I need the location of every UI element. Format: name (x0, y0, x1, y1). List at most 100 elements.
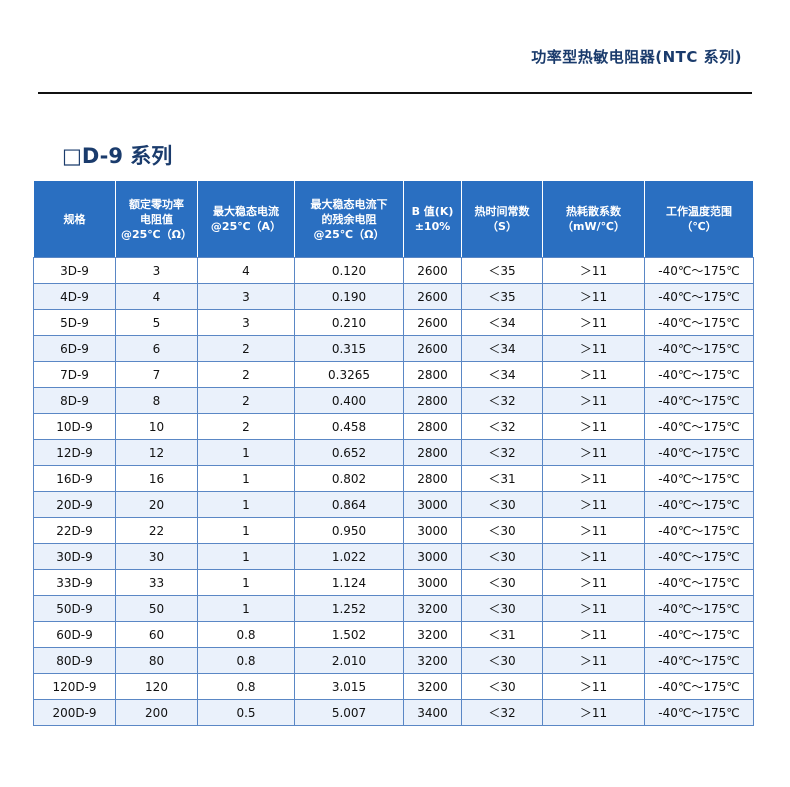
cell-max-current: 1 (197, 517, 295, 544)
cell-rated-resistance: 6 (115, 335, 198, 362)
cell-dissipation-factor: ＞11 (542, 621, 645, 648)
cell-b-value: 2800 (403, 387, 462, 414)
cell-max-current: 1 (197, 543, 295, 570)
cell-dissipation-factor: ＞11 (542, 517, 645, 544)
cell-thermal-time-constant: ＜32 (461, 413, 543, 440)
cell-thermal-time-constant: ＜30 (461, 517, 543, 544)
cell-max-current: 1 (197, 569, 295, 596)
table-row: 8D-9 8 2 0.400 2800 ＜32 ＞11 -40℃～175℃ (33, 387, 754, 414)
section-title: □D-9 系列 (62, 144, 173, 168)
cell-residual-resistance: 2.010 (294, 647, 404, 674)
table-row: 30D-9 30 1 1.022 3000 ＜30 ＞11 -40℃～175℃ (33, 543, 754, 570)
cell-dissipation-factor: ＞11 (542, 335, 645, 362)
cell-residual-resistance: 0.400 (294, 387, 404, 414)
cell-spec: 4D-9 (33, 283, 116, 310)
col-header-operating-temp: 工作温度范围 （℃） (644, 180, 754, 258)
cell-thermal-time-constant: ＜32 (461, 699, 543, 726)
cell-operating-temp: -40℃～175℃ (644, 699, 754, 726)
cell-b-value: 2800 (403, 465, 462, 492)
cell-dissipation-factor: ＞11 (542, 595, 645, 622)
cell-spec: 30D-9 (33, 543, 116, 570)
cell-residual-resistance: 5.007 (294, 699, 404, 726)
cell-b-value: 3200 (403, 673, 462, 700)
cell-max-current: 0.8 (197, 647, 295, 674)
cell-thermal-time-constant: ＜31 (461, 621, 543, 648)
cell-b-value: 3400 (403, 699, 462, 726)
cell-operating-temp: -40℃～175℃ (644, 257, 754, 284)
cell-b-value: 2600 (403, 257, 462, 284)
cell-spec: 8D-9 (33, 387, 116, 414)
table-row: 16D-9 16 1 0.802 2800 ＜31 ＞11 -40℃～175℃ (33, 465, 754, 492)
table-row: 50D-9 50 1 1.252 3200 ＜30 ＞11 -40℃～175℃ (33, 595, 754, 622)
cell-operating-temp: -40℃～175℃ (644, 595, 754, 622)
col-header-spec: 规格 (33, 180, 116, 258)
spec-table: 规格 额定零功率 电阻值 @25℃（Ω） 最大稳态电流 @25℃（A） 最大稳态… (33, 180, 754, 726)
cell-max-current: 4 (197, 257, 295, 284)
cell-thermal-time-constant: ＜30 (461, 647, 543, 674)
cell-b-value: 3200 (403, 595, 462, 622)
col-header-dissipation-factor: 热耗散系数 （mW/℃） (542, 180, 645, 258)
table-row: 5D-9 5 3 0.210 2600 ＜34 ＞11 -40℃～175℃ (33, 309, 754, 336)
cell-rated-resistance: 200 (115, 699, 198, 726)
cell-b-value: 3000 (403, 543, 462, 570)
cell-residual-resistance: 3.015 (294, 673, 404, 700)
cell-operating-temp: -40℃～175℃ (644, 283, 754, 310)
cell-rated-resistance: 33 (115, 569, 198, 596)
cell-operating-temp: -40℃～175℃ (644, 361, 754, 388)
cell-operating-temp: -40℃～175℃ (644, 309, 754, 336)
cell-operating-temp: -40℃～175℃ (644, 647, 754, 674)
cell-rated-resistance: 3 (115, 257, 198, 284)
cell-max-current: 0.8 (197, 621, 295, 648)
cell-b-value: 3000 (403, 517, 462, 544)
cell-operating-temp: -40℃～175℃ (644, 621, 754, 648)
cell-spec: 22D-9 (33, 517, 116, 544)
cell-spec: 5D-9 (33, 309, 116, 336)
cell-thermal-time-constant: ＜35 (461, 283, 543, 310)
cell-max-current: 1 (197, 439, 295, 466)
cell-dissipation-factor: ＞11 (542, 569, 645, 596)
cell-spec: 60D-9 (33, 621, 116, 648)
cell-spec: 80D-9 (33, 647, 116, 674)
cell-rated-resistance: 80 (115, 647, 198, 674)
cell-b-value: 2800 (403, 361, 462, 388)
cell-thermal-time-constant: ＜30 (461, 569, 543, 596)
cell-thermal-time-constant: ＜30 (461, 595, 543, 622)
cell-dissipation-factor: ＞11 (542, 361, 645, 388)
cell-max-current: 1 (197, 491, 295, 518)
header-divider (38, 92, 752, 94)
cell-thermal-time-constant: ＜30 (461, 673, 543, 700)
table-row: 33D-9 33 1 1.124 3000 ＜30 ＞11 -40℃～175℃ (33, 569, 754, 596)
cell-thermal-time-constant: ＜30 (461, 543, 543, 570)
cell-thermal-time-constant: ＜30 (461, 491, 543, 518)
cell-residual-resistance: 0.315 (294, 335, 404, 362)
cell-residual-resistance: 0.190 (294, 283, 404, 310)
cell-residual-resistance: 1.252 (294, 595, 404, 622)
cell-dissipation-factor: ＞11 (542, 699, 645, 726)
cell-thermal-time-constant: ＜31 (461, 465, 543, 492)
table-row: 22D-9 22 1 0.950 3000 ＜30 ＞11 -40℃～175℃ (33, 517, 754, 544)
table-body: 3D-9 3 4 0.120 2600 ＜35 ＞11 -40℃～175℃ 4D-9 4 3 0.19… (33, 257, 754, 726)
cell-residual-resistance: 0.652 (294, 439, 404, 466)
cell-b-value: 3200 (403, 621, 462, 648)
table-row: 7D-9 7 2 0.3265 2800 ＜34 ＞11 -40℃～175℃ (33, 361, 754, 388)
col-header-rated-resistance: 额定零功率 电阻值 @25℃（Ω） (115, 180, 198, 258)
table-row: 20D-9 20 1 0.864 3000 ＜30 ＞11 -40℃～175℃ (33, 491, 754, 518)
cell-operating-temp: -40℃～175℃ (644, 439, 754, 466)
cell-max-current: 1 (197, 595, 295, 622)
cell-spec: 12D-9 (33, 439, 116, 466)
cell-dissipation-factor: ＞11 (542, 647, 645, 674)
cell-spec: 33D-9 (33, 569, 116, 596)
cell-rated-resistance: 22 (115, 517, 198, 544)
cell-residual-resistance: 0.458 (294, 413, 404, 440)
cell-rated-resistance: 12 (115, 439, 198, 466)
cell-rated-resistance: 4 (115, 283, 198, 310)
cell-max-current: 2 (197, 335, 295, 362)
table-row: 200D-9 200 0.5 5.007 3400 ＜32 ＞11 -40℃～175℃ (33, 699, 754, 726)
cell-b-value: 2800 (403, 439, 462, 466)
cell-operating-temp: -40℃～175℃ (644, 543, 754, 570)
cell-rated-resistance: 60 (115, 621, 198, 648)
cell-operating-temp: -40℃～175℃ (644, 569, 754, 596)
cell-dissipation-factor: ＞11 (542, 387, 645, 414)
cell-operating-temp: -40℃～175℃ (644, 491, 754, 518)
cell-operating-temp: -40℃～175℃ (644, 517, 754, 544)
